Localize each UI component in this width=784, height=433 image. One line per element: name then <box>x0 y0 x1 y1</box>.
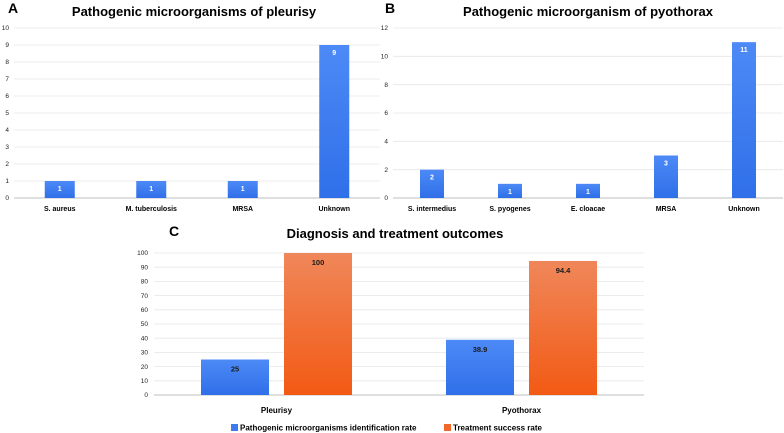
x-category-label: M. tuberculosis <box>126 206 177 213</box>
y-tick-label: 2 <box>5 161 9 168</box>
bar-value-label: 9 <box>332 50 336 57</box>
legend-swatch-treatment-success <box>444 424 451 431</box>
bar-value-label: 1 <box>149 186 153 193</box>
x-category-label: Unknown <box>728 206 760 213</box>
chart-a: 0 1 2 3 4 5 6 7 8 9 10 1 S. aureus 1 M. tuberculosis 1 M… <box>2 25 380 213</box>
y-tick-label: 40 <box>141 335 149 342</box>
y-tick-label: 10 <box>141 378 149 385</box>
bar-value-label: 3 <box>664 161 668 168</box>
bar-value-label: 2 <box>430 175 434 182</box>
legend: Pathogenic microorganisms identification… <box>231 424 542 433</box>
bar-a-s-aureus <box>44 181 75 198</box>
x-category-label: E. cloacae <box>571 206 605 213</box>
bar-value-label: 1 <box>586 189 590 196</box>
x-category-label: S. pyogenes <box>489 206 530 213</box>
legend-swatch-identification-rate <box>231 424 238 431</box>
bar-value-label: 94.4 <box>556 266 571 275</box>
y-tick-label: 3 <box>5 144 9 151</box>
bar-value-label: 25 <box>231 365 239 374</box>
y-tick-label: 4 <box>384 139 388 146</box>
y-tick-label: 90 <box>141 264 149 271</box>
bar-b-s-pyogenes <box>498 183 522 198</box>
bar-value-label: 1 <box>241 186 245 193</box>
bar-b-mrsa <box>654 155 678 198</box>
y-tick-label: 7 <box>5 76 9 83</box>
bar-c-pyothorax-treatment-success <box>529 260 597 395</box>
bar-a-m-tuberculosis <box>136 181 167 198</box>
x-category-label: S. intermedius <box>408 206 456 213</box>
y-tick-label: 5 <box>5 110 9 117</box>
y-tick-label: 60 <box>141 307 149 314</box>
y-tick-label: 70 <box>141 293 149 300</box>
bar-c-pleurisy-treatment-success <box>284 253 352 395</box>
bar-value-label: 1 <box>58 186 62 193</box>
chart-b-title: Pathogenic microorganism of pyothorax <box>463 4 714 19</box>
y-tick-label: 100 <box>137 250 148 257</box>
y-tick-label: 4 <box>5 127 9 134</box>
bar-b-unknown <box>732 42 756 198</box>
bar-value-label: 38.9 <box>473 345 488 354</box>
legend-label-identification-rate: Pathogenic microorganisms identification… <box>240 424 417 433</box>
bar-c-pleurisy-identification-rate <box>201 359 269 395</box>
y-tick-label: 0 <box>5 195 9 202</box>
chart-c-title: Diagnosis and treatment outcomes <box>287 226 504 241</box>
y-tick-label: 10 <box>2 25 10 32</box>
y-tick-label: 12 <box>381 25 389 32</box>
x-category-label: Unknown <box>319 206 351 213</box>
panel-letter-a: A <box>8 0 18 16</box>
chart-c: 0 10 20 30 40 50 60 70 80 90 100 25 100 Pleurisy 38.9 9… <box>137 250 644 415</box>
y-tick-label: 80 <box>141 279 149 286</box>
x-category-label: Pyothorax <box>502 406 542 415</box>
x-category-label: Pleurisy <box>261 406 293 415</box>
y-tick-label: 6 <box>384 110 388 117</box>
y-tick-label: 0 <box>384 195 388 202</box>
x-category-label: MRSA <box>656 206 677 213</box>
y-tick-label: 0 <box>144 392 148 399</box>
y-tick-label: 50 <box>141 321 149 328</box>
bar-value-label: 11 <box>740 47 748 54</box>
bar-value-label: 1 <box>508 189 512 196</box>
bar-a-mrsa <box>227 181 258 198</box>
legend-label-treatment-success: Treatment success rate <box>453 424 542 433</box>
bar-value-label: 100 <box>312 258 325 267</box>
y-tick-label: 9 <box>5 42 9 49</box>
y-tick-label: 6 <box>5 93 9 100</box>
y-tick-label: 10 <box>381 54 389 61</box>
y-tick-label: 8 <box>5 59 9 66</box>
x-category-label: MRSA <box>232 206 253 213</box>
chart-a-title: Pathogenic microorganisms of pleurisy <box>72 4 317 19</box>
bar-b-s-intermedius <box>420 169 444 198</box>
y-tick-label: 20 <box>141 364 149 371</box>
y-tick-label: 8 <box>384 82 388 89</box>
y-tick-label: 2 <box>384 167 388 174</box>
x-category-label: S. aureus <box>44 206 76 213</box>
bar-b-e-cloacae <box>576 183 600 198</box>
panel-letter-c: C <box>169 223 179 239</box>
y-tick-label: 1 <box>5 178 9 185</box>
bar-a-unknown <box>319 45 350 198</box>
bar-c-pyothorax-identification-rate <box>446 339 514 395</box>
y-tick-label: 30 <box>141 350 149 357</box>
chart-b: 0 2 4 6 8 10 12 2 S. intermedius 1 S. pyogenes 1 E. … <box>381 25 783 213</box>
panel-letter-b: B <box>385 0 395 16</box>
